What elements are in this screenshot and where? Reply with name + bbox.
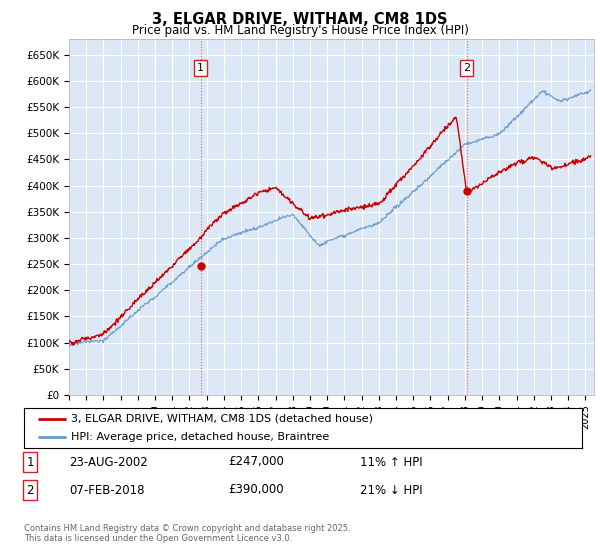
Text: Contains HM Land Registry data © Crown copyright and database right 2025.
This d: Contains HM Land Registry data © Crown c… xyxy=(24,524,350,543)
Text: 2: 2 xyxy=(463,63,470,73)
Text: 23-AUG-2002: 23-AUG-2002 xyxy=(69,455,148,469)
Text: 1: 1 xyxy=(26,455,34,469)
Text: 11% ↑ HPI: 11% ↑ HPI xyxy=(360,455,422,469)
Text: HPI: Average price, detached house, Braintree: HPI: Average price, detached house, Brai… xyxy=(71,432,329,442)
Text: £247,000: £247,000 xyxy=(228,455,284,469)
Text: £390,000: £390,000 xyxy=(228,483,284,497)
Text: 07-FEB-2018: 07-FEB-2018 xyxy=(69,483,145,497)
Text: 1: 1 xyxy=(197,63,204,73)
Text: 3, ELGAR DRIVE, WITHAM, CM8 1DS (detached house): 3, ELGAR DRIVE, WITHAM, CM8 1DS (detache… xyxy=(71,414,373,424)
Text: 3, ELGAR DRIVE, WITHAM, CM8 1DS: 3, ELGAR DRIVE, WITHAM, CM8 1DS xyxy=(152,12,448,27)
Text: 21% ↓ HPI: 21% ↓ HPI xyxy=(360,483,422,497)
Text: Price paid vs. HM Land Registry's House Price Index (HPI): Price paid vs. HM Land Registry's House … xyxy=(131,24,469,37)
Text: 2: 2 xyxy=(26,483,34,497)
